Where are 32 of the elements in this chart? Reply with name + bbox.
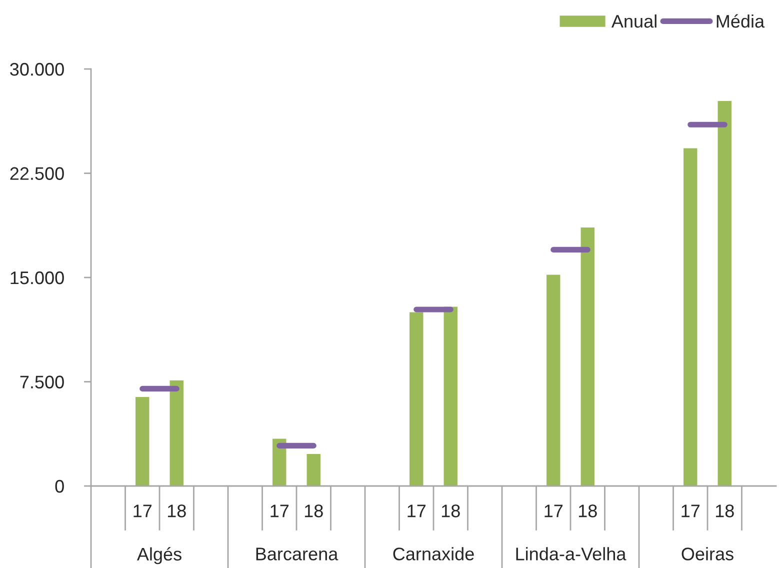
x-tick-label: 17: [682, 504, 700, 518]
text: Carnaxide: [393, 547, 474, 560]
text: Algés: [136, 547, 182, 564]
bar: [546, 274, 560, 486]
x-tick-label: 18: [168, 504, 186, 518]
x-tick-label: 18: [716, 504, 734, 518]
x-tick-label: 17: [544, 504, 563, 518]
bar: [684, 148, 698, 486]
y-tick-label: 30.000: [10, 62, 64, 76]
text: Oeiras: [682, 547, 734, 560]
bar: [272, 438, 286, 486]
bar: [444, 306, 458, 486]
bar: [170, 380, 184, 486]
x-tick-label: 17: [134, 504, 152, 518]
x-tick-label: 18: [304, 504, 323, 518]
bar: [718, 100, 732, 486]
text: Barcarena: [256, 548, 338, 560]
legend-label: Anual: [611, 14, 656, 28]
text: Linda-a-Velha: [516, 547, 626, 560]
y-tick-label: 0: [55, 480, 64, 493]
x-tick-label: 18: [578, 504, 597, 518]
y-tick-label: 15.000: [10, 271, 64, 284]
legend-label: Média: [716, 14, 765, 28]
bar: [410, 312, 424, 486]
y-tick-label: 22.500: [10, 167, 64, 180]
bar: [136, 397, 150, 486]
x-tick-label: 18: [442, 504, 460, 518]
x-tick-label: 17: [408, 504, 426, 518]
bar: [306, 454, 320, 486]
y-tick-label: 7.500: [20, 376, 64, 388]
bar: [580, 227, 594, 486]
x-tick-label: 17: [270, 504, 289, 518]
